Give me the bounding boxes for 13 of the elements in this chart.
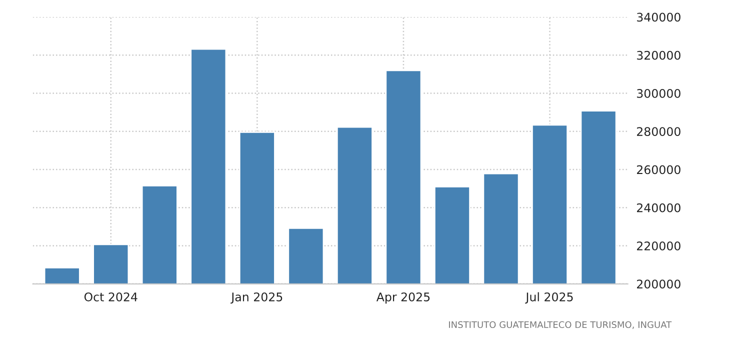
text: INSTITUTO GUATEMALTECO DE TURISMO, INGUAT	[449, 321, 672, 329]
x-tick-label: Oct 2024	[84, 292, 138, 302]
y-tick-label: 260000	[637, 165, 680, 174]
y-tick-label: 240000	[637, 203, 680, 212]
x-tick-label: Jan 2025	[230, 292, 282, 304]
y-tick-label: 220000	[637, 241, 680, 250]
y-tick-label: 320000	[637, 50, 680, 60]
x-tick-label: Jul 2025	[525, 292, 573, 304]
y-tick-label: 280000	[637, 127, 680, 136]
y-tick-label: 300000	[637, 88, 680, 98]
x-tick-label: Apr 2025	[376, 292, 430, 304]
y-tick-label: 200000	[637, 280, 680, 289]
y-tick-label: 340000	[637, 12, 680, 22]
